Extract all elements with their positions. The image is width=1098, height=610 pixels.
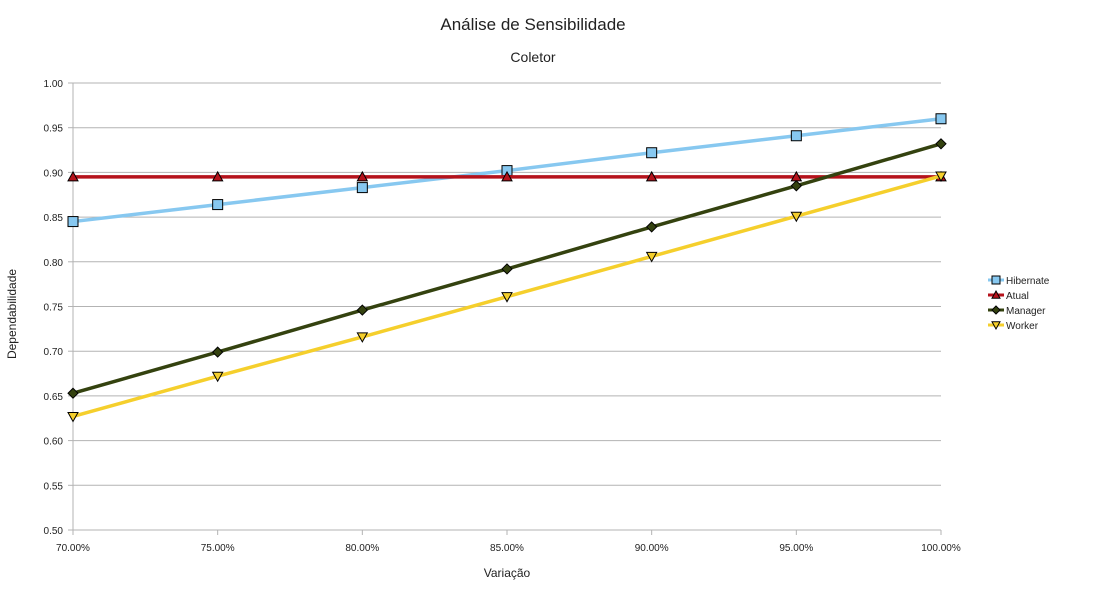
- series-hibernate: [67, 113, 947, 228]
- legend-marker: [991, 305, 1001, 315]
- data-point-hibernate: [935, 113, 947, 125]
- legend-marker: [991, 289, 1001, 299]
- data-point-atual: [501, 170, 513, 182]
- legend-item: Atual: [988, 289, 1029, 302]
- x-axis-label: Variação: [484, 566, 531, 580]
- legend-item: Worker: [988, 321, 1039, 332]
- data-point-atual: [645, 170, 658, 182]
- data-point-manager: [645, 221, 658, 233]
- chart-title: Análise de Sensibilidade: [440, 15, 625, 34]
- data-point-hibernate: [212, 199, 224, 211]
- x-tick-label: 100.00%: [921, 543, 961, 554]
- data-point-atual: [356, 170, 369, 182]
- y-tick-label: 0.65: [44, 392, 64, 403]
- data-point-worker: [645, 251, 658, 263]
- legend-item: Hibernate: [988, 275, 1050, 287]
- data-point-atual: [67, 170, 79, 182]
- grid-layer: [68, 82, 942, 535]
- data-point-manager: [211, 346, 224, 358]
- data-point-worker: [790, 211, 803, 223]
- data-point-hibernate: [790, 130, 802, 142]
- x-tick-labels: 70.00% 75.00% 80.00% 85.00% 90.00% 95.00% 100.…: [56, 543, 961, 554]
- data-point-worker: [935, 171, 947, 183]
- data-point-hibernate: [646, 147, 658, 159]
- data-point-worker: [211, 371, 224, 383]
- chart-subtitle: Coletor: [510, 49, 555, 65]
- x-tick-label: 85.00%: [490, 543, 524, 554]
- legend-item: Manager: [988, 305, 1046, 317]
- data-point-hibernate: [356, 182, 368, 194]
- legend: Hibernate Atual Manager Worker: [988, 275, 1050, 332]
- y-axis-label: Dependabilidade: [5, 269, 19, 359]
- y-tick-label: 0.80: [44, 258, 64, 269]
- data-point-manager: [935, 138, 947, 150]
- series-atual: [67, 170, 947, 182]
- data-point-atual: [211, 170, 224, 182]
- x-tick-label: 80.00%: [345, 543, 379, 554]
- data-point-manager: [356, 304, 369, 316]
- series-worker: [67, 171, 947, 423]
- y-tick-labels: 0.50 0.55 0.60 0.65 0.70 0.75 0.80 0.85 0.90 0.95…: [44, 79, 64, 537]
- data-point-worker: [67, 411, 79, 423]
- legend-label: Hibernate: [1006, 276, 1050, 287]
- y-tick-label: 0.95: [44, 124, 64, 135]
- x-tick-label: 95.00%: [779, 543, 813, 554]
- series-manager: [67, 138, 947, 399]
- data-point-worker: [501, 292, 513, 303]
- y-tick-label: 0.50: [44, 526, 64, 537]
- data-point-hibernate: [67, 216, 79, 228]
- x-tick-label: 90.00%: [635, 543, 669, 554]
- y-tick-label: 0.60: [44, 437, 64, 448]
- legend-marker: [991, 275, 1001, 285]
- legend-label: Atual: [1006, 291, 1029, 302]
- legend-label: Manager: [1006, 306, 1046, 317]
- y-tick-label: 0.70: [44, 347, 64, 358]
- data-point-manager: [501, 263, 513, 275]
- x-tick-label: 70.00%: [56, 543, 90, 554]
- y-tick-label: 0.75: [44, 303, 64, 314]
- data-point-worker: [356, 332, 369, 343]
- legend-label: Worker: [1006, 321, 1039, 332]
- y-tick-label: 0.55: [44, 481, 64, 492]
- data-point-manager: [790, 180, 803, 192]
- y-tick-label: 0.90: [44, 168, 64, 179]
- data-point-manager: [67, 387, 79, 399]
- y-tick-label: 0.85: [44, 213, 64, 224]
- x-tick-label: 75.00%: [201, 543, 235, 554]
- y-tick-label: 1.00: [44, 79, 64, 90]
- legend-marker: [991, 321, 1001, 331]
- series-layer: [67, 113, 947, 423]
